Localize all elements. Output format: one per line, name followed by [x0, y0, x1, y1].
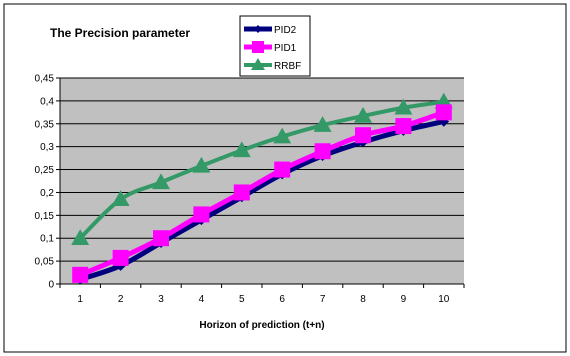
data-point-pid1 [274, 161, 291, 178]
x-tick-label: 4 [199, 294, 205, 305]
chart-title: The Precision parameter [50, 26, 190, 40]
x-tick-label: 6 [279, 294, 285, 305]
y-tick-label: 0,1 [40, 234, 54, 245]
y-tick-label: 0,35 [35, 119, 55, 130]
legend-marker-rrbf [251, 58, 265, 70]
x-tick-label: 5 [239, 294, 245, 305]
x-tick-label: 9 [401, 294, 407, 305]
y-tick-label: 0 [48, 280, 54, 291]
series-line-pid1 [79, 109, 445, 278]
y-tick-label: 0,45 [35, 74, 55, 85]
data-point-pid1 [153, 230, 169, 247]
y-tick-label: 0,4 [40, 96, 54, 107]
data-point-pid1 [355, 127, 371, 144]
legend-label-rrbf: RRBF [274, 61, 301, 72]
data-point-rrbf [313, 116, 332, 132]
gridlines [60, 77, 464, 262]
x-tick-label: 1 [77, 294, 83, 305]
x-tick-label: 10 [438, 294, 450, 305]
y-tick-label: 0,15 [35, 211, 55, 222]
series-line-rrbf [78, 99, 445, 240]
x-tick-label: 7 [320, 294, 326, 305]
legend-label-pid2: PID2 [274, 25, 297, 36]
data-point-pid1 [395, 118, 412, 135]
data-point-pid1 [72, 266, 89, 283]
data-point-pid1 [314, 143, 331, 160]
y-tick-label: 0,3 [40, 142, 54, 153]
legend-marker-pid2 [254, 25, 262, 33]
legend-label-pid1: PID1 [274, 43, 297, 54]
y-tick-label: 0,05 [35, 257, 55, 268]
legend: PID2 PID1 RRBF [239, 15, 311, 77]
series-group [71, 92, 453, 285]
data-point-rrbf [273, 127, 292, 144]
data-point-pid1 [193, 206, 210, 223]
y-tick-label: 0,2 [40, 188, 54, 199]
axes: 0 0,05 0,1 0,15 0,2 0,25 0,3 0,35 0,4 0,45 1 2 3 4 5 6 7… [35, 74, 465, 305]
x-tick-label: 8 [360, 294, 366, 305]
data-point-rrbf [354, 106, 372, 123]
data-point-rrbf [71, 229, 90, 245]
data-point-rrbf [111, 190, 130, 207]
x-tick-label: 2 [118, 294, 124, 305]
legend-marker-pid1 [252, 41, 264, 53]
y-tick-label: 0,25 [35, 165, 55, 176]
data-point-pid1 [233, 184, 250, 201]
series-rrbf [71, 92, 453, 245]
data-point-pid1 [435, 104, 452, 121]
x-axis-title: Horizon of prediction (t+n) [199, 320, 324, 331]
data-point-rrbf [152, 173, 170, 190]
series-pid1 [72, 104, 452, 283]
data-point-rrbf [232, 141, 251, 158]
data-point-rrbf [394, 98, 413, 115]
legend-entry-pid2: PID2 [244, 25, 297, 36]
x-tick-label: 3 [158, 294, 164, 305]
series-line-pid2 [79, 119, 445, 282]
data-point-rrbf [192, 156, 211, 173]
data-point-pid1 [112, 249, 129, 266]
legend-entry-rrbf: RRBF [244, 58, 301, 72]
legend-entry-pid1: PID1 [244, 41, 297, 54]
